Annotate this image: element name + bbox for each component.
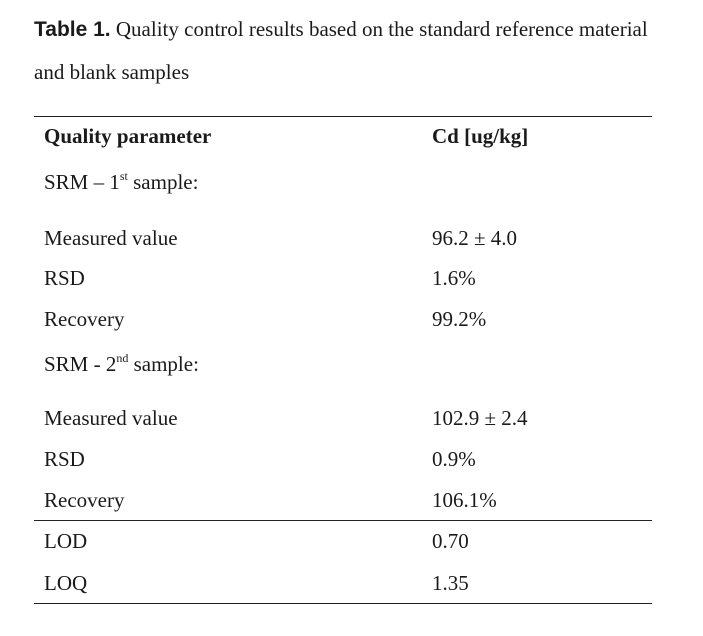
top-rule <box>34 116 652 117</box>
table-row-value: 102.9 ± 2.4 <box>432 406 528 430</box>
bottom-rule <box>34 603 652 604</box>
table-row-value: 99.2% <box>432 307 487 331</box>
table-caption: Table 1. Quality control results based o… <box>34 8 674 93</box>
header-cd: Cd [ug/kg] <box>432 124 529 148</box>
table-row-param: Recovery <box>44 488 125 512</box>
table-row-param: Recovery <box>44 307 125 331</box>
table-row-param: LOD <box>44 529 88 553</box>
table-row-param: RSD <box>44 447 85 471</box>
table-label: Table 1. <box>34 18 111 41</box>
table-row-value: 1.35 <box>432 571 469 595</box>
table-row-param: LOQ <box>44 571 88 595</box>
table-row-value: 0.9% <box>432 447 476 471</box>
group-label-srm-2: SRM - 2nd sample: <box>44 351 199 376</box>
middle-rule <box>34 520 652 521</box>
table-row-value: 96.2 ± 4.0 <box>432 226 518 250</box>
header-quality-parameter: Quality parameter <box>44 124 212 148</box>
group-label-srm-1: SRM – 1st sample: <box>44 169 199 194</box>
table-row-value: 106.1% <box>432 488 497 512</box>
table-row-value: 1.6% <box>432 266 476 290</box>
table-row-value: 0.70 <box>432 529 469 553</box>
table-row-param: RSD <box>44 266 85 290</box>
table-row-param: Measured value <box>44 226 178 250</box>
table-row-param: Measured value <box>44 406 178 430</box>
caption-text: Quality control results based on the sta… <box>34 17 648 84</box>
